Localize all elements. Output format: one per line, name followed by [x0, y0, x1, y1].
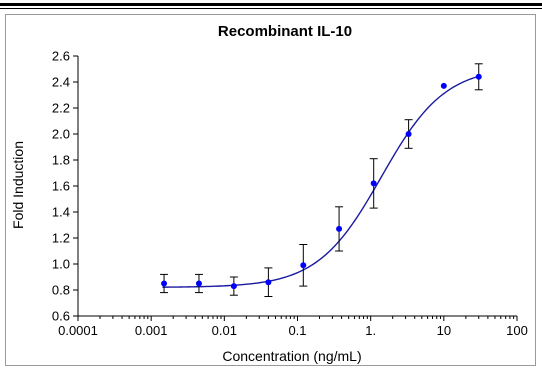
y-tick-label: 0.6: [52, 309, 70, 324]
y-tick-label: 2.2: [52, 101, 70, 116]
y-tick-label: 1.8: [52, 153, 70, 168]
data-point: [336, 225, 343, 232]
fit-curve: [162, 75, 480, 288]
data-point: [265, 279, 272, 286]
top-rule-thick: [0, 3, 542, 6]
top-rule-thin: [0, 8, 542, 9]
data-point: [195, 280, 202, 287]
data-point: [405, 131, 412, 137]
x-tick-label: 0.0001: [58, 323, 98, 338]
y-tick-label: 1.4: [52, 205, 70, 220]
data-point: [161, 280, 168, 287]
y-tick-label: 1.6: [52, 179, 70, 194]
y-tick-label: 2.0: [52, 127, 70, 142]
chart-title: Recombinant IL-10: [218, 23, 352, 40]
y-axis-label: Fold Induction: [10, 141, 26, 229]
data-point: [300, 262, 307, 269]
y-tick-label: 1.0: [52, 257, 70, 272]
x-tick-label: 0.001: [135, 323, 168, 338]
plot-area: 0.6 0.8 1.0 1.2 1.4 1.6 1.8 2.0 2.2 2.4 2.6 0.0001 0…: [52, 49, 528, 339]
x-tick-label: 1.: [365, 323, 376, 338]
y-tick-label: 2.4: [52, 75, 70, 90]
data-point: [370, 180, 377, 187]
y-tick-label: 1.2: [52, 231, 70, 246]
chart-frame: [5, 14, 536, 366]
data-point: [475, 73, 482, 80]
x-tick-label: 10: [437, 323, 451, 338]
y-tick-label: 0.8: [52, 283, 70, 298]
x-tick-label: 100: [506, 323, 528, 338]
x-tick-label: 0.01: [212, 323, 237, 338]
data-point: [230, 283, 237, 290]
x-axis-label: Concentration (ng/mL): [222, 348, 361, 364]
x-tick-label: 0.1: [288, 323, 306, 338]
data-point: [440, 82, 447, 89]
y-tick-label: 2.6: [52, 49, 70, 64]
